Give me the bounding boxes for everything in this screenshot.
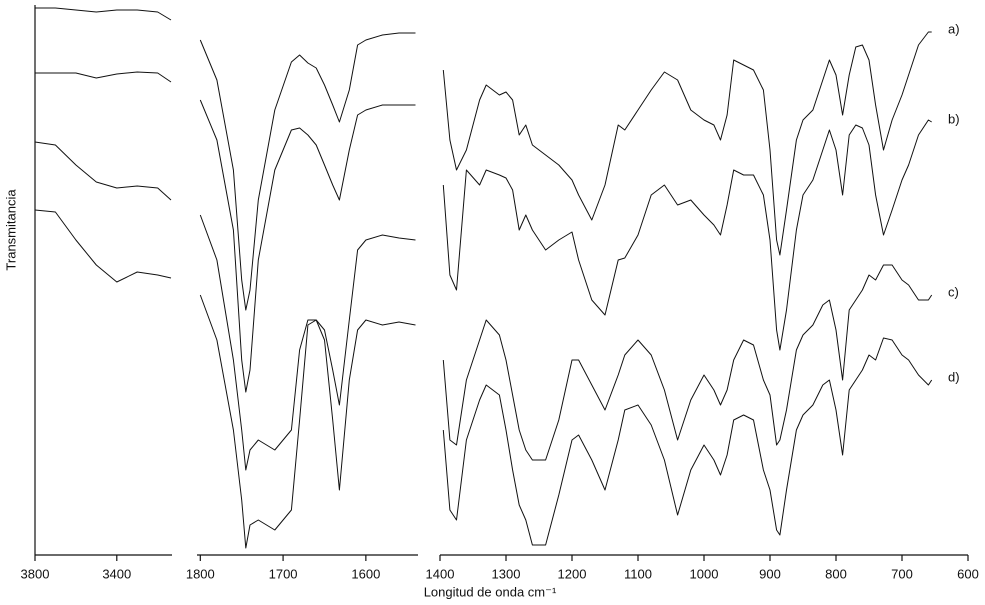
x-tick-label: 1000 [690,566,719,581]
spectrum-line [199,99,416,393]
legend-label: b) [948,111,960,126]
x-tick-label: 3800 [21,566,50,581]
legend-label: c) [948,284,959,299]
x-tick-label: 3400 [102,566,131,581]
legend-label: a) [948,21,960,36]
spectrum-line [442,31,932,256]
x-tick-label: 1600 [351,566,380,581]
x-tick-label: 1100 [624,566,652,581]
spectrum-line [442,119,932,351]
x-tick-label: 1700 [269,566,298,581]
x-tick-label: 800 [825,566,847,581]
x-tick-label: 1300 [492,566,521,581]
spectrum-line [442,264,933,461]
x-tick-label: 700 [891,566,913,581]
spectrum-line [199,32,416,311]
legend-label: d) [948,369,960,384]
spectrum-line [35,71,172,83]
spectrum-line [34,141,172,201]
spectrum-line [199,214,416,471]
x-tick-label: 1400 [426,566,455,581]
spectrum-line [35,7,172,21]
spectrum-line [34,209,172,283]
x-tick-label: 600 [957,566,979,581]
y-axis-label: Transmitancia [3,189,18,271]
spectrum-line [199,294,416,549]
x-axis-label: Longitud de onda cm⁻¹ [424,584,557,599]
x-tick-label: 900 [759,566,781,581]
spectrum-line [442,337,933,546]
x-tick-label: 1800 [186,566,215,581]
x-tick-label: 1200 [558,566,587,581]
